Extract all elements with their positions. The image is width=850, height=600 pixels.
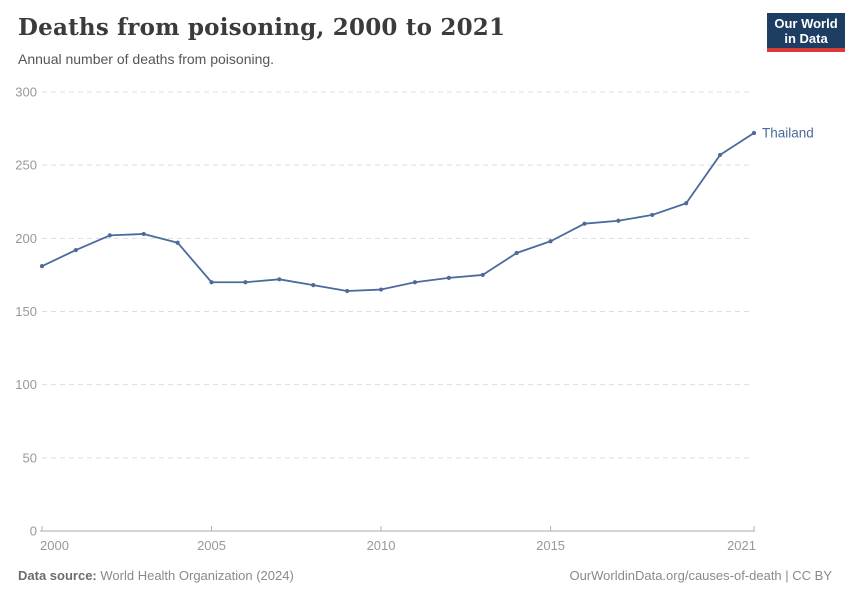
data-point[interactable] [141,231,146,237]
data-source-text: World Health Organization (2024) [100,568,294,583]
data-source-label: Data source: [18,568,97,583]
y-tick-label: 300 [15,85,37,100]
data-point[interactable] [412,280,418,285]
owid-logo[interactable]: Our World in Data [767,13,845,52]
data-point[interactable] [480,272,485,278]
y-tick-label: 200 [15,231,37,246]
data-point[interactable] [107,233,112,238]
chart-subtitle: Annual number of deaths from poisoning. [18,51,275,67]
x-tick-label: 2021 [727,538,756,553]
chart-title: Deaths from poisoning, 2000 to 2021 [18,14,506,41]
owid-logo-line1: Our World [774,15,838,31]
data-point[interactable] [175,240,180,245]
x-tick-label: 2005 [197,538,226,553]
data-point[interactable] [209,280,214,285]
owid-logo-line2: in Data [784,30,828,46]
data-point[interactable] [73,247,79,253]
series-line [41,132,755,292]
data-point[interactable] [616,218,621,223]
y-tick-label: 50 [23,450,37,465]
owid-logo-redbar [767,48,845,52]
data-point[interactable] [378,287,384,292]
data-point[interactable] [514,250,519,256]
data-point[interactable] [684,201,689,206]
owid-logo-box: Our World in Data [767,13,845,48]
data-point[interactable] [582,221,587,226]
chart-footer: Data source: World Health Organization (… [18,568,832,583]
data-point[interactable] [751,130,757,136]
x-tick-label: 2000 [40,538,69,553]
y-tick-label: 0 [30,524,37,539]
data-point[interactable] [650,212,655,218]
x-tick-label: 2015 [536,538,565,553]
data-point[interactable] [548,239,553,244]
data-point[interactable] [243,280,248,285]
x-tick-label: 2010 [367,538,396,553]
data-point[interactable] [717,152,723,158]
y-tick-label: 150 [15,304,37,319]
y-tick-label: 100 [15,377,37,392]
data-point[interactable] [39,264,45,269]
y-tick-label: 250 [15,158,37,173]
credit-link[interactable]: OurWorldinData.org/causes-of-death | CC … [569,568,832,583]
data-point[interactable] [345,288,350,294]
data-point[interactable] [311,283,316,288]
series-end-label[interactable]: Thailand [762,125,814,140]
data-point[interactable] [277,277,282,282]
data-source: Data source: World Health Organization (… [18,568,294,583]
data-point[interactable] [446,275,451,280]
